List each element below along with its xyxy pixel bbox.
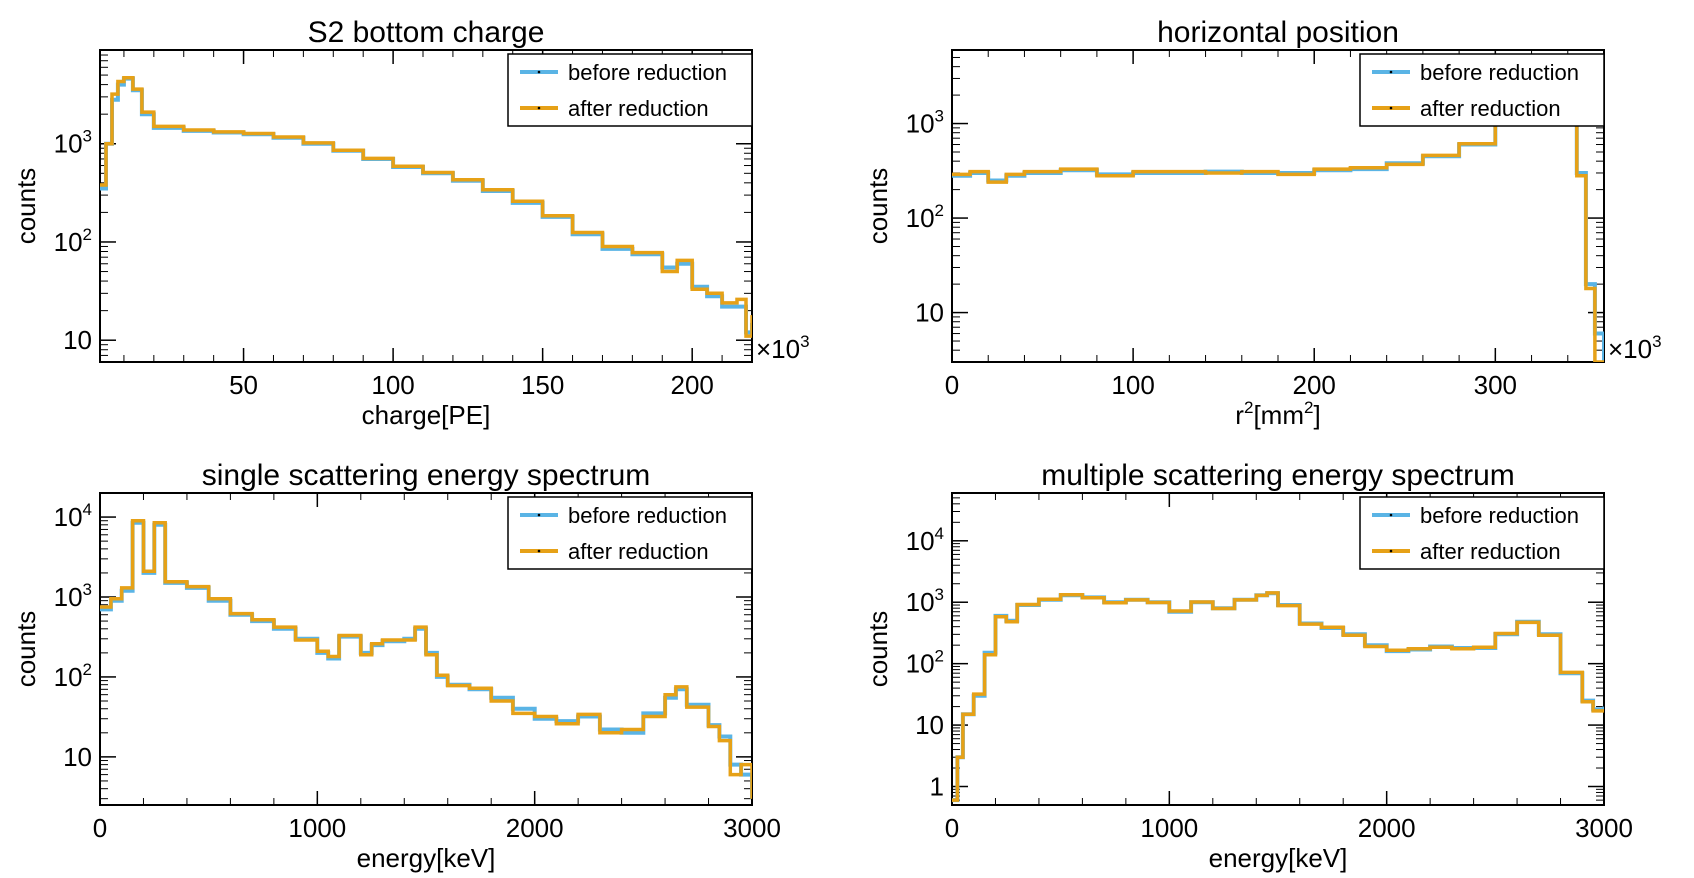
plot-frame [99,492,753,806]
y-tick-label: 102 [906,647,944,679]
series-before-reduction [952,591,1604,803]
legend-label-before: before reduction [1420,60,1579,85]
y-tick-label: 10 [63,742,92,772]
legend-marker-after [537,549,541,553]
x-axis-label: r2[mm2] [1235,398,1320,430]
legend-marker-before [1389,70,1393,74]
legend-marker-before [537,70,541,74]
y-tick-label: 10 [915,710,944,740]
chart-title: S2 bottom charge [308,16,545,49]
y-tick-label: 103 [906,585,944,617]
x-axis-label: energy[keV] [1209,843,1348,873]
legend-label-after: after reduction [1420,96,1561,121]
legend-label-after: after reduction [568,539,709,564]
x-tick-label: 2000 [506,813,564,843]
y-tick-label: 104 [906,524,944,556]
y-tick-label: 103 [54,127,92,159]
legend-marker-before [537,513,541,517]
x-multiplier: ×103 [1608,332,1662,364]
legend: before reduction after reduction [1359,496,1605,570]
chart-title: single scattering energy spectrum [202,459,651,492]
x-tick-label: 3000 [1575,813,1633,843]
legend: before reduction after reduction [1359,53,1605,127]
x-tick-label: 3000 [723,813,781,843]
x-tick-label: 200 [670,370,713,400]
chart-panel-2: horizontal position 0 100 200 300 10 102 103 cou… [863,16,1662,430]
legend-box [507,53,753,127]
y-tick-label: 10 [915,298,944,328]
legend-box [1359,496,1605,570]
x-multiplier: ×103 [756,332,810,364]
x-tick-label: 1000 [288,813,346,843]
y-tick-label: 102 [54,660,92,692]
x-tick-label: 0 [93,813,107,843]
legend-label-after: after reduction [568,96,709,121]
x-tick-label: 0 [945,370,959,400]
legend-label-before: before reduction [568,503,727,528]
y-axis-label: counts [863,168,893,245]
x-tick-label: 2000 [1358,813,1416,843]
y-tick-label: 103 [54,580,92,612]
chart-panel-1: S2 bottom charge 50 100 150 200 10 102 103 count… [11,16,810,430]
legend-marker-before [1389,513,1393,517]
y-tick-label: 103 [906,107,944,139]
chart-title: horizontal position [1157,16,1399,49]
series-after-reduction [100,518,752,799]
series-after-reduction [100,75,752,338]
legend-box [1359,53,1605,127]
x-tick-label: 300 [1474,370,1517,400]
x-tick-label: 50 [229,370,258,400]
chart-panel-4: multiple scattering energy spectrum 0 1000… [863,459,1633,873]
y-axis-label: counts [11,168,41,245]
legend-marker-after [537,106,541,110]
legend-marker-after [1389,106,1393,110]
legend: before reduction after reduction [507,53,753,127]
legend-label-before: before reduction [1420,503,1579,528]
y-axis-label: counts [863,611,893,688]
x-tick-label: 100 [1111,370,1154,400]
y-axis-label: counts [11,611,41,688]
plot-frame [99,49,753,363]
x-tick-label: 0 [945,813,959,843]
legend-label-before: before reduction [568,60,727,85]
legend-label-after: after reduction [1420,539,1561,564]
y-tick-label: 102 [54,225,92,257]
x-tick-label: 100 [371,370,414,400]
chart-panel-3: single scattering energy spectrum 0 1000 20… [11,459,781,873]
legend: before reduction after reduction [507,496,753,570]
chart-title: multiple scattering energy spectrum [1041,459,1515,492]
legend-marker-after [1389,549,1393,553]
x-tick-label: 1000 [1140,813,1198,843]
y-tick-label: 10 [63,325,92,355]
x-tick-label: 150 [521,370,564,400]
y-tick-label: 1 [930,772,944,802]
plot-frame [951,492,1605,806]
legend-box [507,496,753,570]
x-axis-label: energy[keV] [357,843,496,873]
x-axis-label: charge[PE] [362,400,491,430]
y-tick-label: 102 [906,201,944,233]
series-after-reduction [952,591,1604,802]
x-tick-label: 200 [1293,370,1336,400]
y-tick-label: 104 [54,500,92,532]
